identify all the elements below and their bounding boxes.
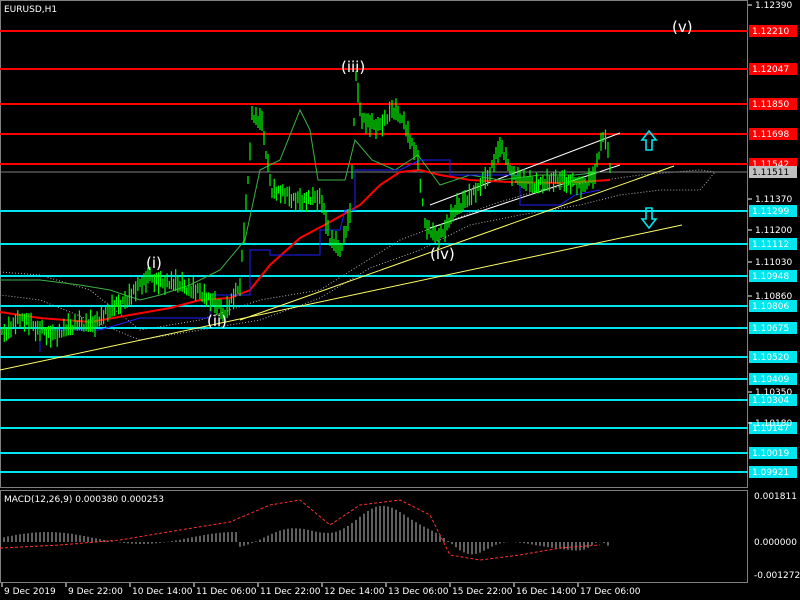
macd-label: MACD(12,26,9) 0.000380 0.000253 <box>4 495 164 505</box>
sup-price-label-8: 1.10147 <box>752 424 789 434</box>
price-tick-5: 1.10350 <box>755 388 792 398</box>
sup-price-label-3: 1.10806 <box>752 302 789 312</box>
price-tick-6: 1.10180 <box>755 419 792 429</box>
sup-price-label-0: 1.11299 <box>752 207 789 217</box>
time-tick-7: 15 Dec 22:00 <box>452 587 513 597</box>
indicator-lines <box>0 108 611 352</box>
res-price-badge-2 <box>749 98 797 110</box>
wave-label-1: (i) <box>146 254 162 272</box>
time-tick-5: 12 Dec 14:00 <box>324 587 385 597</box>
macd-histogram <box>0 499 609 561</box>
sup-price-badge-4 <box>749 322 797 334</box>
wave-label-4: (iv) <box>430 245 455 263</box>
sup-price-label-9: 1.10019 <box>752 449 789 459</box>
sup-price-label-6: 1.10409 <box>752 375 789 385</box>
sup-price-label-2: 1.10948 <box>752 272 789 282</box>
macd-panel-frame <box>0 490 748 583</box>
sup-price-label-7: 1.10304 <box>752 396 789 406</box>
sup-price-badge-6 <box>749 373 797 385</box>
trendline-upper[interactable] <box>239 165 675 321</box>
res-price-label-3: 1.11698 <box>752 130 789 140</box>
res-price-badge-3 <box>749 128 797 140</box>
sup-price-label-4: 1.10675 <box>752 324 789 334</box>
macd-signal-line <box>0 499 601 561</box>
current-price-label: 1.11511 <box>752 168 789 178</box>
res-price-badge-1 <box>749 63 797 75</box>
res-price-label-2: 1.11850 <box>752 100 789 110</box>
time-tick-1: 9 Dec 22:00 <box>68 587 123 597</box>
trend-lines[interactable] <box>0 132 683 371</box>
sup-price-badge-0 <box>749 205 797 217</box>
time-tick-9: 17 Dec 06:00 <box>580 587 641 597</box>
time-tick-8: 16 Dec 14:00 <box>516 587 577 597</box>
wave-label-5: (v) <box>672 18 693 36</box>
sup-price-badge-7 <box>749 394 797 406</box>
horizontal-levels[interactable]: 1.12210 1.12047 1.11850 1.11698 1.11542 1.112… <box>0 25 797 478</box>
time-tick-3: 11 Dec 06:00 <box>196 587 257 597</box>
ichimoku-chikou-line <box>0 108 601 301</box>
time-tick-4: 11 Dec 22:00 <box>260 587 321 597</box>
sup-price-badge-3 <box>749 300 797 312</box>
sup-price-badge-8 <box>749 422 797 434</box>
current-price-badge <box>749 166 797 178</box>
trendline-lower[interactable] <box>0 224 683 371</box>
sup-price-label-5: 1.10520 <box>752 353 789 363</box>
sup-price-badge-1 <box>749 238 797 250</box>
sup-price-label-1: 1.11112 <box>752 240 789 250</box>
channel-lower[interactable] <box>429 164 621 229</box>
price-tick-4: 1.10860 <box>755 292 792 302</box>
channel-upper[interactable] <box>429 132 621 206</box>
wave-label-3: (iii) <box>341 58 365 76</box>
time-tick-6: 13 Dec 06:00 <box>388 587 449 597</box>
sup-price-badge-2 <box>749 270 797 282</box>
res-price-label-0: 1.12210 <box>752 27 789 37</box>
macd-tick-1: 0.000000 <box>754 538 797 548</box>
res-price-badge-0 <box>749 25 797 37</box>
sup-price-badge-10 <box>749 466 797 478</box>
price-tick-2: 1.11200 <box>755 226 792 236</box>
res-price-label-1: 1.12047 <box>752 65 789 75</box>
moving-average-line <box>0 168 611 324</box>
time-axis[interactable]: 9 Dec 2019 9 Dec 22:00 10 Dec 14:00 11 Dec … <box>1 583 641 597</box>
ichimoku-cloud <box>0 169 716 341</box>
wave-label-2: (ii) <box>207 312 227 330</box>
res-price-label-4: 1.11542 <box>752 160 789 170</box>
time-tick-2: 10 Dec 14:00 <box>132 587 193 597</box>
symbol-title: EURUSD,H1 <box>4 5 57 15</box>
cloud-outline <box>0 169 716 341</box>
sup-price-badge-5 <box>749 351 797 363</box>
price-tick-3: 1.11030 <box>755 258 792 268</box>
sup-price-badge-9 <box>749 447 797 459</box>
time-tick-0: 9 Dec 2019 <box>4 587 56 597</box>
macd-tick-2: -0.001272 <box>754 571 800 581</box>
macd-axis: 0.001811 0.000000 -0.001272 <box>754 492 800 581</box>
macd-tick-0: 0.001811 <box>754 492 797 502</box>
price-tick-1: 1.11370 <box>755 195 792 205</box>
price-tick-0: 1.12390 <box>755 1 792 11</box>
price-axis[interactable]: 1.12390 1.11370 1.11200 1.11030 1.10860 1.103… <box>748 1 792 429</box>
sup-price-label-10: 1.09921 <box>752 468 789 478</box>
up-arrow-icon <box>640 129 658 151</box>
candlesticks <box>1 71 611 348</box>
down-arrow-icon <box>640 207 658 230</box>
